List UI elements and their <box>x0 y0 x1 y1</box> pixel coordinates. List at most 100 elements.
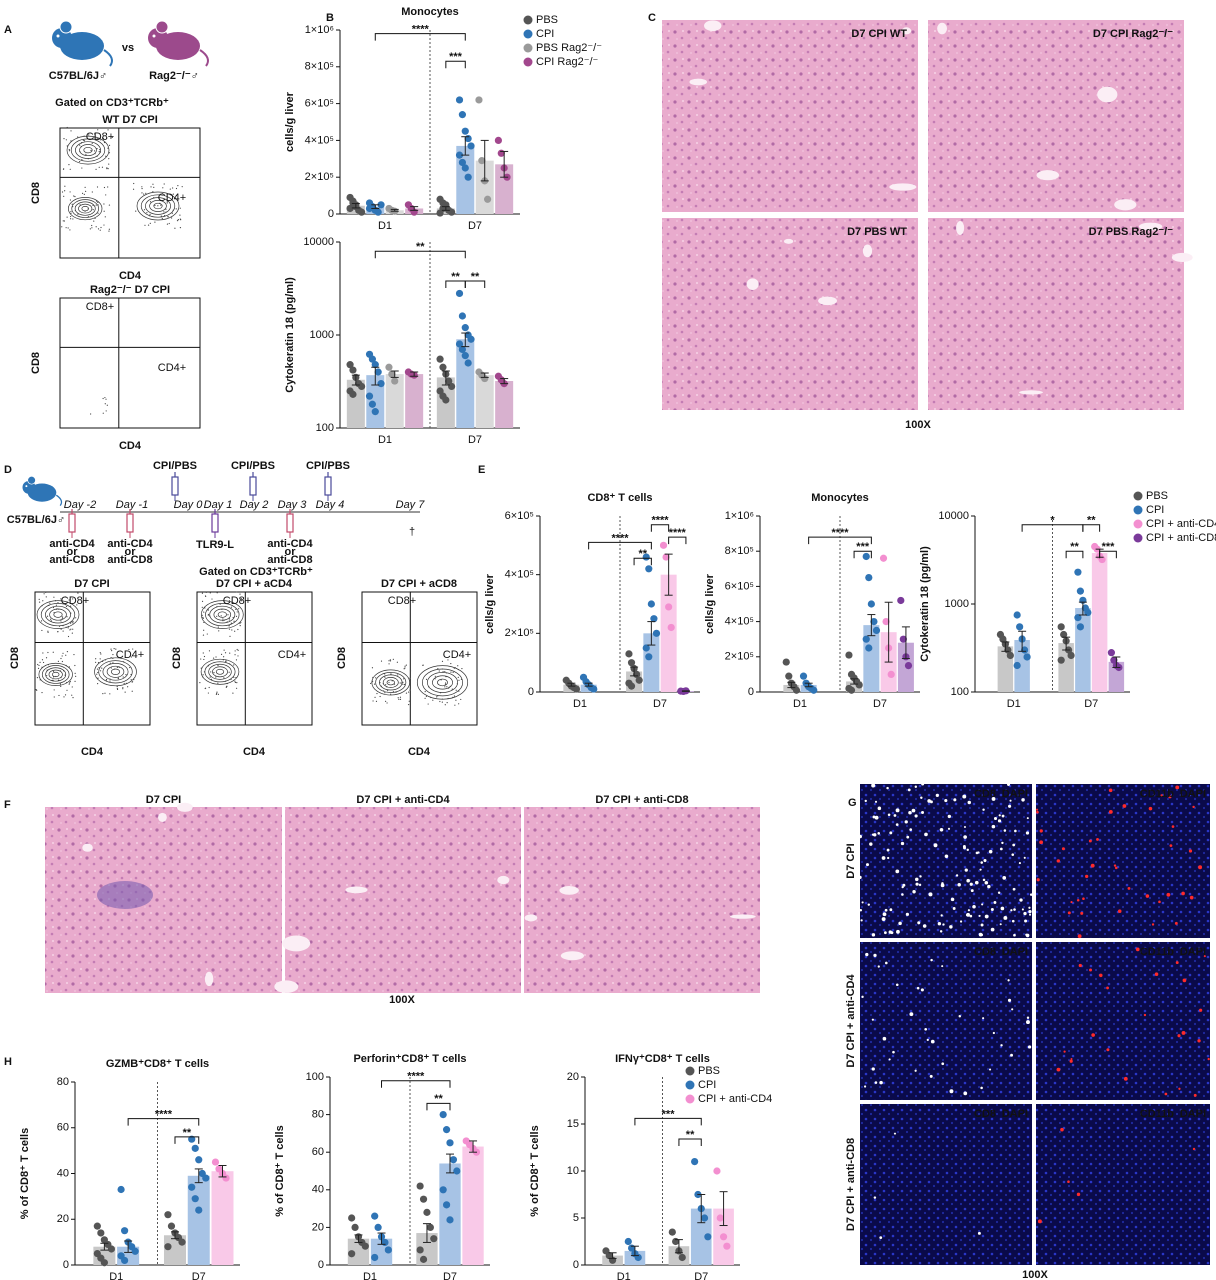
stain-dot <box>887 856 890 860</box>
event-dot <box>235 591 238 593</box>
event-dot <box>69 229 71 231</box>
significance-bracket <box>174 1136 200 1144</box>
y-tick-label: 8×10⁵ <box>725 545 754 557</box>
stain-dot <box>893 814 897 817</box>
event-dot <box>236 682 238 684</box>
significance-bracket <box>426 1102 451 1111</box>
vessel <box>274 980 299 993</box>
event-dot <box>371 680 374 682</box>
significance-label: **** <box>651 515 669 527</box>
legend-marker <box>685 1094 695 1104</box>
stain-dot <box>1192 1147 1196 1151</box>
event-dot <box>84 210 86 212</box>
event-dot <box>69 168 71 170</box>
stain-dot <box>871 933 876 937</box>
data-point <box>458 111 466 119</box>
event-dot <box>452 671 454 674</box>
data-point <box>349 366 357 374</box>
axis-label: Cytokeratin 18 (pg/ml) <box>919 546 931 662</box>
data-point <box>419 1255 428 1263</box>
stain-dot <box>940 914 943 917</box>
stain-dot <box>1099 973 1103 978</box>
event-dot <box>97 138 99 140</box>
stain-dot <box>1056 859 1061 863</box>
data-point <box>381 1238 389 1247</box>
stain-dot <box>1175 785 1180 790</box>
bar <box>405 374 424 428</box>
event-dot <box>108 228 110 230</box>
event-dot <box>59 670 61 672</box>
chart-title: GZMB⁺CD8⁺ T cells <box>106 1058 209 1070</box>
event-dot <box>45 657 48 659</box>
event-dot <box>403 683 406 686</box>
syringe <box>324 476 332 496</box>
event-dot <box>63 168 65 170</box>
significance-label: **** <box>407 1071 425 1083</box>
event-dot <box>146 212 148 214</box>
event-dot <box>211 598 213 600</box>
event-dot <box>149 215 151 217</box>
stain-dot <box>881 856 886 860</box>
event-dot <box>70 212 72 214</box>
row-label: D7 CPI <box>845 843 857 878</box>
data-point <box>191 1195 199 1203</box>
event-dot <box>79 204 81 206</box>
stain-dot <box>1001 814 1005 818</box>
event-dot <box>240 597 242 600</box>
event-dot <box>105 194 107 196</box>
event-dot <box>88 134 90 136</box>
stain-dot <box>884 908 888 912</box>
syringe <box>68 513 76 533</box>
event-dot <box>94 153 96 155</box>
label: Rag2⁻/⁻ D7 CPI <box>90 284 170 296</box>
significance-label: ** <box>183 1127 192 1139</box>
event-dot <box>53 596 55 598</box>
stain-dot <box>896 929 900 934</box>
stain-dot <box>908 810 912 815</box>
event-dot <box>91 224 93 227</box>
event-dot <box>106 404 108 406</box>
stain-dot <box>980 861 984 864</box>
event-dot <box>450 671 452 673</box>
event-dot <box>230 622 232 624</box>
label: Gated on CD3⁺TCRb⁺ <box>199 566 313 578</box>
stain-dot <box>1122 804 1127 808</box>
event-dot <box>50 620 52 622</box>
data-point <box>374 368 382 376</box>
data-point <box>442 1126 451 1134</box>
event-dot <box>444 683 446 685</box>
event-dot <box>386 702 388 704</box>
event-dot <box>98 166 100 168</box>
event-dot <box>209 592 211 594</box>
contour <box>53 611 63 618</box>
event-dot <box>384 676 386 678</box>
event-dot <box>233 620 235 622</box>
event-dot <box>389 659 391 661</box>
data-point <box>371 408 379 416</box>
event-dot <box>434 678 436 680</box>
event-dot <box>376 692 378 695</box>
legend-marker <box>1133 533 1143 543</box>
significance-bracket <box>374 250 466 259</box>
stain-dot <box>867 903 870 906</box>
vessel <box>956 221 965 236</box>
label: CD8+ <box>61 595 89 607</box>
legend-marker <box>685 1080 695 1090</box>
significance-bracket <box>853 550 872 559</box>
label: CD8+ <box>86 301 114 313</box>
event-dot <box>69 622 72 624</box>
stain-dot <box>970 889 974 893</box>
event-dot <box>45 591 47 594</box>
contour <box>209 605 236 624</box>
event-dot <box>373 683 376 685</box>
event-dot <box>220 615 222 617</box>
event-dot <box>399 698 402 700</box>
label: Rag2⁻/⁻♂ <box>149 70 199 82</box>
stain-dot <box>987 884 991 889</box>
event-dot <box>218 630 220 632</box>
event-dot <box>447 697 449 700</box>
data-point <box>700 1214 709 1222</box>
stain-dot <box>1039 840 1044 845</box>
stain-dot <box>981 903 984 906</box>
vessel <box>176 802 193 812</box>
